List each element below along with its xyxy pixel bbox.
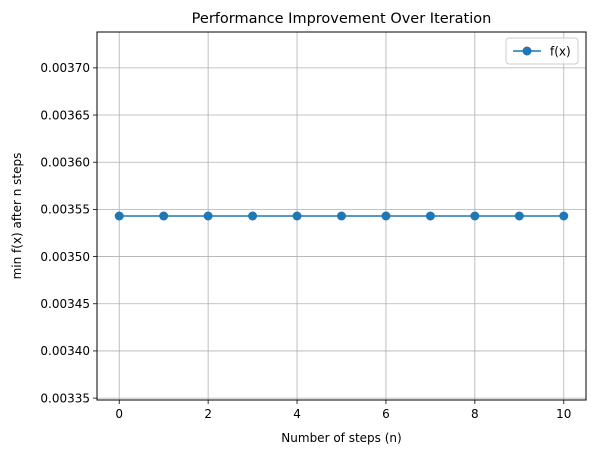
plot-frame <box>96 31 587 401</box>
y-tick-label: 0.00370 <box>40 61 90 75</box>
y-tick-label: 0.00360 <box>40 156 90 170</box>
y-tick-label: 0.00340 <box>40 344 90 358</box>
data-point <box>248 211 258 221</box>
data-point <box>425 211 435 221</box>
y-tick-label: 0.00345 <box>40 297 90 311</box>
data-point <box>203 211 213 221</box>
y-axis-label: min f(x) after n steps <box>10 153 24 280</box>
legend: f(x) <box>505 37 579 65</box>
x-tick-label: 2 <box>204 407 212 421</box>
x-axis-label: Number of steps (n) <box>281 431 401 445</box>
y-tick-label: 0.00355 <box>40 203 90 217</box>
x-tick-label: 6 <box>382 407 390 421</box>
chart-title: Performance Improvement Over Iteration <box>192 11 492 27</box>
legend-marker-swatch <box>522 46 532 56</box>
data-point <box>559 211 569 221</box>
legend-box <box>505 37 579 65</box>
data-point <box>114 211 124 221</box>
x-tick-label: 0 <box>115 407 123 421</box>
series-layer <box>114 211 569 221</box>
legend-entry-label: f(x) <box>550 44 571 58</box>
y-tick-label: 0.00335 <box>40 391 90 405</box>
x-tick-label: 8 <box>471 407 479 421</box>
x-tick-label: 4 <box>293 407 301 421</box>
data-point <box>514 211 524 221</box>
data-point <box>381 211 391 221</box>
y-tick-label: 0.00365 <box>40 108 90 122</box>
data-point <box>470 211 480 221</box>
axis-ticks: 0 2 4 6 8 10 0.00335 0.00340 0.00345 0.00350 0.003… <box>40 61 571 421</box>
y-tick-label: 0.00350 <box>40 250 90 264</box>
data-point <box>337 211 346 221</box>
data-point <box>292 211 302 221</box>
x-tick-label: 10 <box>556 407 571 421</box>
data-point <box>159 211 169 221</box>
